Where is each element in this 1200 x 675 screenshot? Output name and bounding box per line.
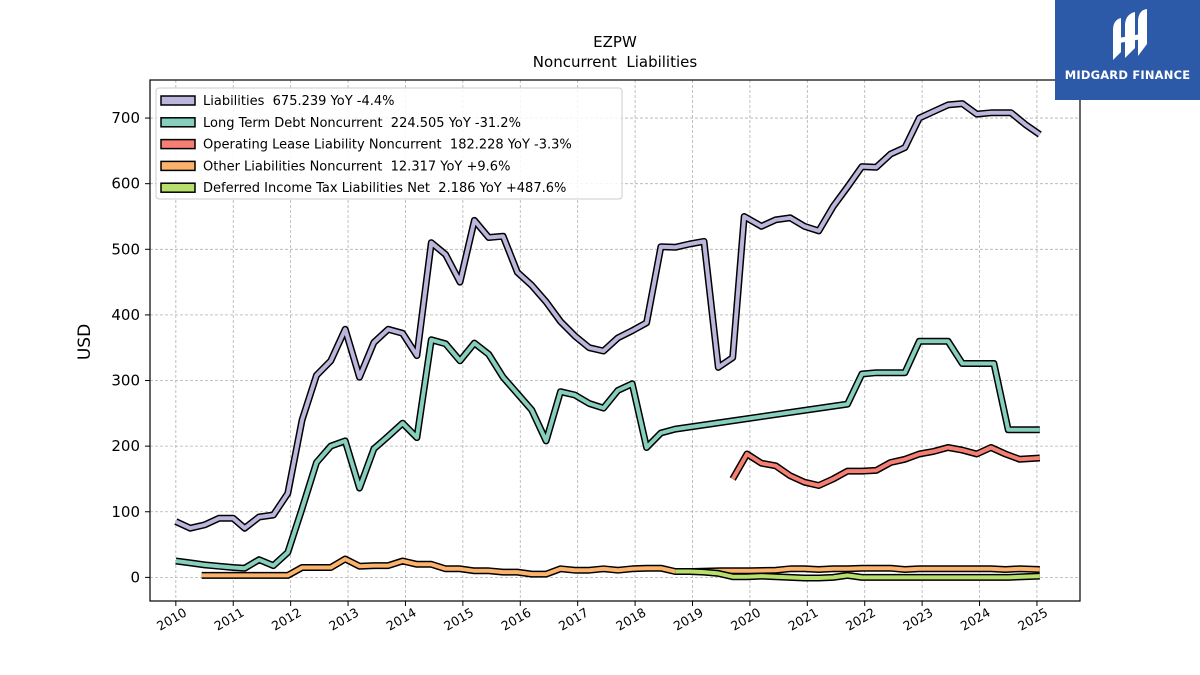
plot-frame (149, 79, 1081, 602)
y-axis-label: USD (75, 324, 95, 360)
x-tick-label: 2016 (499, 605, 534, 634)
legend-box (155, 87, 623, 200)
x-tick-label: 2021 (786, 605, 821, 634)
brand-logo: MIDGARD FINANCE (1055, 0, 1200, 100)
series-line (175, 337, 1040, 571)
series-4 (675, 568, 1040, 582)
x-tick-label: 2020 (728, 605, 763, 634)
x-tick-label: 2024 (958, 605, 993, 634)
series-2 (729, 444, 1041, 489)
x-tick-label: 2015 (441, 605, 476, 634)
series-line (675, 569, 1040, 580)
y-tick-label: 400 (111, 306, 140, 324)
x-tick-label: 2010 (154, 605, 189, 634)
legend-label: Other Liabilities Noncurrent 12.317 YoY … (203, 159, 510, 174)
x-tick-label: 2023 (900, 605, 935, 634)
legend-label: Long Term Debt Noncurrent 224.505 YoY -3… (203, 116, 521, 131)
legend-swatch (160, 182, 196, 193)
x-tick-label: 2011 (211, 605, 246, 634)
x-tick-label: 2025 (1015, 605, 1050, 634)
legend-swatch (160, 138, 196, 150)
series-line (201, 557, 1040, 578)
legend: Liabilities 675.239 YoY -4.4% Long Term D… (155, 87, 623, 200)
series-3 (201, 555, 1040, 579)
brand-mark-icon (1113, 9, 1147, 60)
x-tick-label: 2012 (269, 605, 304, 634)
y-tick-label: 200 (111, 437, 140, 455)
chart-subtitle: Noncurrent Liabilities (533, 53, 698, 71)
x-tick-label: 2019 (671, 605, 706, 634)
y-tick-label: 700 (111, 109, 140, 127)
x-tick-label: 2022 (843, 605, 878, 634)
series-line (174, 101, 1041, 531)
y-axis: 0 100 200 300 400 500 600 700 (111, 109, 150, 586)
series-lines (174, 100, 1042, 582)
series-line (730, 445, 1040, 488)
chart-title: EZPW (593, 33, 637, 51)
x-axis: 2010 2011 2012 2013 2014 2015 2016 2017 2018 2019… (154, 601, 1050, 634)
x-tick-label: 2018 (613, 605, 648, 634)
y-tick-label: 300 (111, 372, 140, 390)
legend-label: Operating Lease Liability Noncurrent 182… (203, 138, 572, 153)
series-1 (175, 336, 1040, 572)
y-tick-label: 600 (111, 175, 140, 193)
x-tick-label: 2014 (384, 605, 419, 634)
legend-label: Liabilities 675.239 YoY -4.4% (203, 94, 395, 109)
series-0 (174, 100, 1042, 532)
legend-label: Deferred Income Tax Liabilities Net 2.18… (203, 181, 566, 196)
x-tick-label: 2017 (556, 605, 591, 634)
y-tick-label: 500 (111, 240, 140, 258)
x-tick-label: 2013 (326, 605, 361, 634)
y-tick-label: 0 (130, 568, 140, 586)
y-tick-label: 100 (111, 503, 140, 521)
legend-swatch (160, 95, 196, 106)
legend-swatch (160, 160, 196, 172)
brand-name: MIDGARD FINANCE (1064, 68, 1191, 82)
legend-swatch (160, 117, 196, 128)
